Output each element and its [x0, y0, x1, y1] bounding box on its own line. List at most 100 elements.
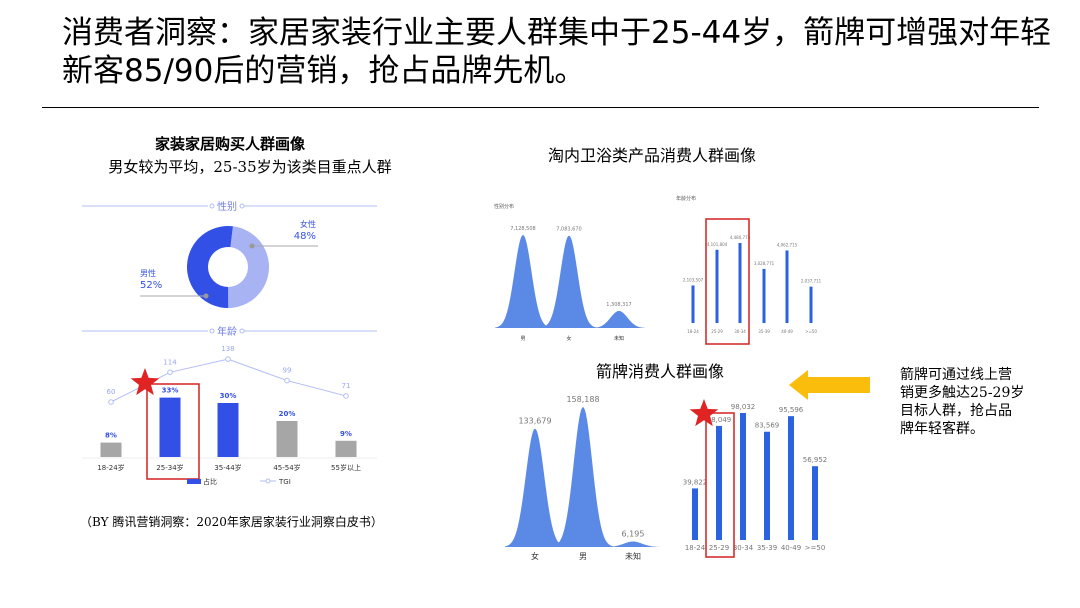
taobao-highlight-box — [705, 218, 750, 345]
age-bar-4 — [335, 440, 357, 457]
taobao-gender-tick-0: 男 — [520, 336, 525, 342]
star-icon — [130, 368, 160, 396]
male-leader-dot — [203, 293, 209, 299]
tgi-point-0 — [108, 399, 114, 405]
brand-age-value-2: 98,032 — [731, 403, 756, 411]
age-section-dot — [239, 328, 245, 334]
left-panel-title: 家装家居购买人群画像 — [154, 135, 305, 153]
brand-age-value-5: 56,952 — [803, 456, 828, 464]
insight-note: 箭牌可通过线上营销更多触达25-29岁目标人群，抢占品牌年轻客群。 — [900, 367, 1025, 437]
title-divider — [42, 107, 1039, 108]
brand-age-bar-5 — [812, 466, 818, 540]
brand-age-value-0: 39,822 — [683, 478, 708, 486]
tgi-point-2 — [225, 356, 231, 362]
taobao-gender-area — [495, 235, 645, 328]
age-bar-label-1: 33% — [162, 387, 179, 395]
male-value: 52% — [140, 280, 162, 291]
taobao-gender-value-2: 1,308,317 — [606, 302, 631, 308]
brand-age-bar-2 — [740, 413, 746, 540]
age-bar-0 — [100, 442, 122, 457]
taobao-age-bar-0 — [691, 285, 695, 323]
brand-gender-value-0: 133,679 — [518, 417, 551, 426]
tgi-point-1 — [167, 369, 173, 376]
brand-age-bar-3 — [764, 431, 770, 540]
brand-age-tick-2: 30-34 — [733, 544, 754, 552]
slide-title: 消费者洞察：家居家装行业主要人群集中于25-44岁，箭牌可增强对年轻新客85/9… — [62, 15, 1052, 89]
gender-section-dot — [239, 203, 245, 209]
taobao-gender-tick-1: 女 — [566, 335, 571, 342]
age-tick-2: 35-44岁 — [214, 463, 241, 472]
brand-gender-tick-0: 女 — [531, 551, 539, 561]
gender-section-bg — [208, 199, 244, 213]
tgi-label-1: 114 — [163, 358, 177, 366]
left-panel-subtitle: 男女较为平均，25-35岁为该类目重点人群 — [108, 158, 392, 176]
taobao-age-bar-4 — [785, 250, 789, 323]
brand-age-tick-4: 40-49 — [781, 544, 801, 552]
gender-section-label: 性别 — [217, 200, 237, 213]
taobao-age-tick-3: 35-39 — [758, 329, 770, 334]
donut-slice-0 — [228, 226, 269, 308]
taobao-gender-value-0: 7,128,508 — [510, 226, 535, 232]
age-bar-label-0: 8% — [105, 432, 117, 440]
age-tick-0: 18-24岁 — [97, 463, 124, 472]
donut-slice-1 — [186, 225, 233, 308]
brand-gender-value-2: 6,195 — [622, 530, 645, 539]
legend-bar-swatch — [187, 479, 201, 484]
tgi-label-2: 138 — [221, 345, 234, 353]
taobao-age-title: 年龄分布 — [676, 195, 696, 202]
brand-age-tick-1: 25-29 — [709, 544, 729, 552]
gender-section-dot — [209, 203, 215, 209]
legend-tgi-dot — [265, 478, 271, 484]
brand-age-bar-0 — [692, 488, 698, 540]
taobao-age-tick-5: >=50 — [805, 329, 817, 334]
age-tick-3: 45-54岁 — [273, 463, 300, 472]
female-leader-dot — [249, 243, 255, 249]
taobao-age-tick-2: 30-34 — [734, 329, 746, 334]
taobao-gender-title: 性别分布 — [494, 203, 514, 210]
age-bar-2 — [217, 403, 239, 457]
tgi-label-3: 99 — [283, 367, 292, 375]
brand-age-value-1: 88,049 — [707, 416, 732, 424]
brand-age-value-3: 83,569 — [755, 422, 780, 430]
taobao-age-tick-4: 40-49 — [781, 329, 793, 334]
taobao-age-value-5: 2,037,711 — [801, 279, 822, 284]
age-tick-4: 55岁以上 — [331, 463, 361, 472]
age-bar-label-4: 9% — [340, 430, 352, 438]
taobao-age-bar-2 — [738, 243, 742, 323]
brand-gender-tick-1: 男 — [579, 552, 587, 561]
arrow-left-icon — [789, 370, 870, 400]
tgi-label-4: 71 — [342, 382, 351, 390]
footnote: （BY 腾讯营销洞察：2020年家居家装行业洞察白皮书） — [80, 515, 383, 529]
age-section-bg — [208, 324, 244, 338]
brand-age-tick-3: 35-39 — [757, 544, 777, 552]
brand-gender-value-1: 158,188 — [566, 395, 599, 404]
age-bar-label-3: 20% — [279, 410, 296, 418]
taobao-age-tick-1: 25-29 — [711, 329, 723, 334]
taobao-age-value-0: 2,103,507 — [683, 277, 704, 282]
brand-gender-tick-2: 未知 — [625, 551, 641, 561]
taobao-age-value-1: 4,101,804 — [707, 242, 728, 247]
brand-age-tick-0: 18-24 — [685, 544, 706, 552]
female-label: 女性 — [300, 219, 316, 229]
taobao-age-value-4: 4,062,715 — [777, 242, 798, 247]
taobao-age-bar-3 — [762, 268, 766, 323]
legend-bar-label: 占比 — [203, 477, 217, 486]
legend-tgi-label: TGI — [278, 478, 291, 486]
age-bar-3 — [276, 421, 298, 457]
age-bar-1 — [159, 397, 181, 457]
taobao-gender-value-1: 7,083,670 — [556, 227, 581, 233]
brand-gender-area — [505, 407, 665, 547]
taobao-age-value-3: 3,028,771 — [754, 261, 775, 266]
brand-highlight-box — [705, 412, 735, 558]
brand-chart-title: 箭牌消费人群画像 — [596, 362, 725, 381]
female-value: 48% — [294, 231, 316, 242]
tgi-point-3 — [284, 377, 290, 384]
age-section-label: 年龄 — [217, 325, 237, 338]
male-label: 男性 — [140, 268, 156, 278]
brand-age-value-4: 95,596 — [779, 406, 804, 414]
tgi-label-0: 60 — [107, 388, 116, 396]
age-bar-label-2: 30% — [220, 392, 237, 400]
brand-age-bar-1 — [716, 425, 722, 540]
